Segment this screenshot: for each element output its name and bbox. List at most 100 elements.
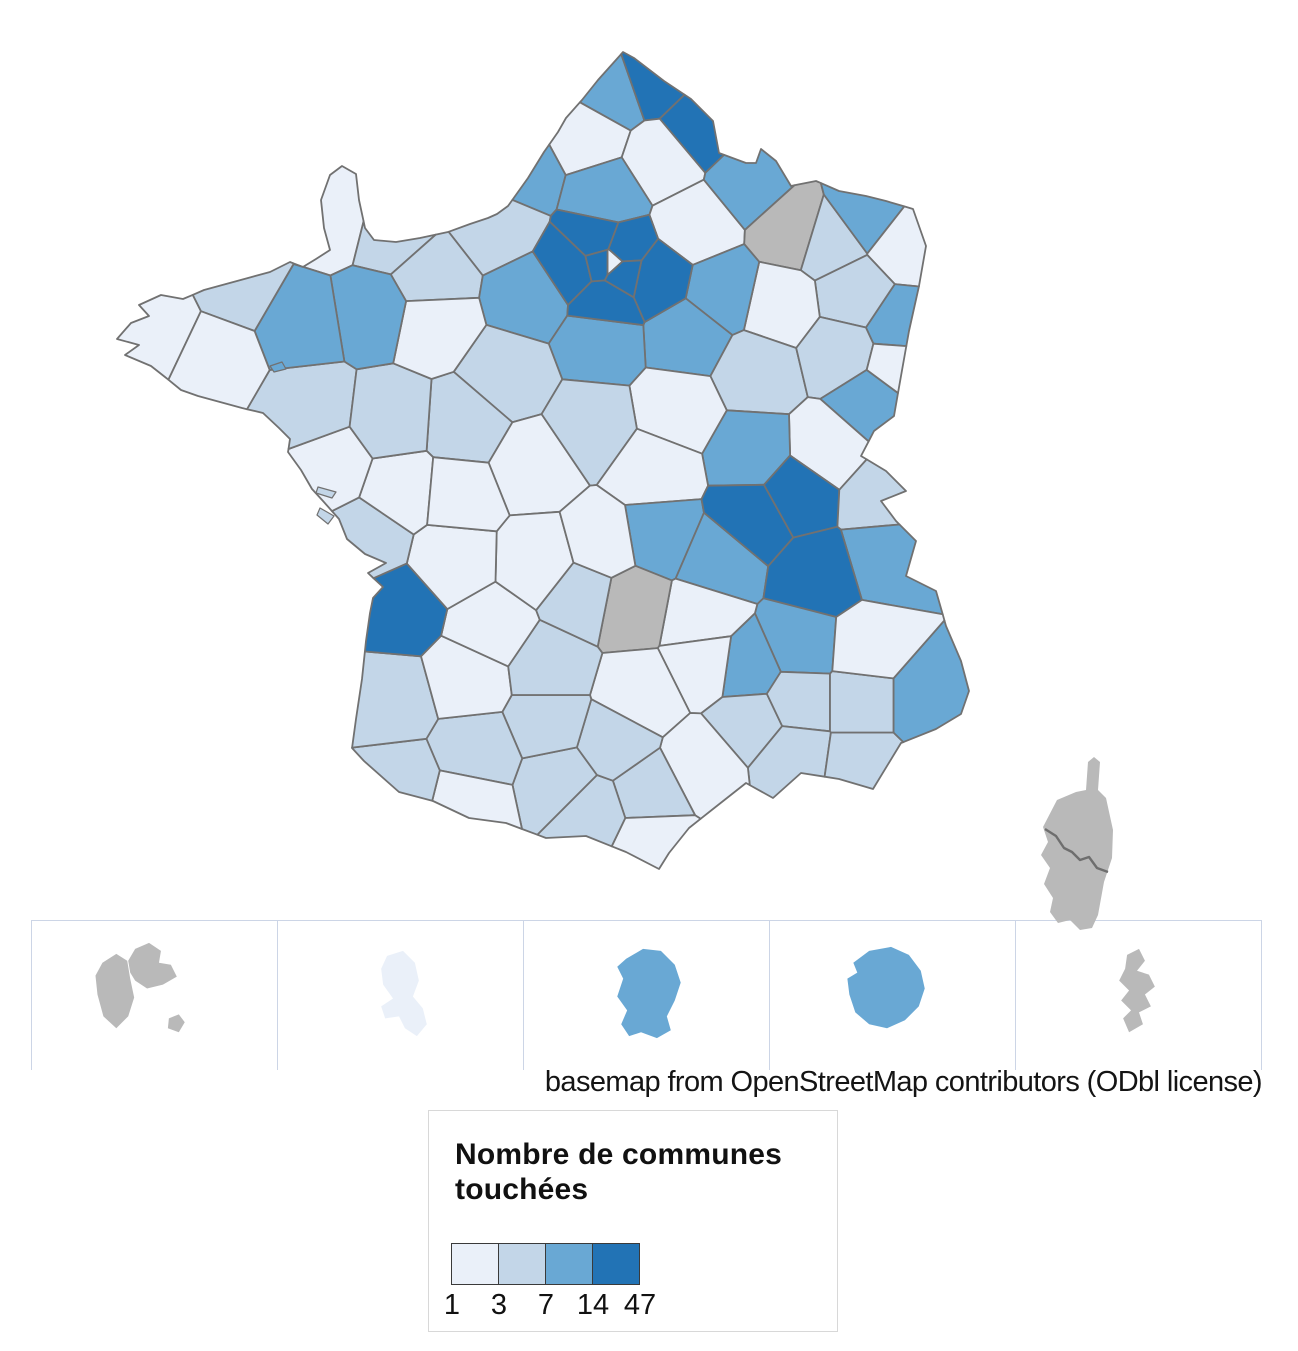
department-region [440, 580, 541, 668]
department-region [589, 647, 692, 739]
department-region [358, 449, 435, 536]
department-region [116, 294, 202, 381]
legend-swatch [593, 1244, 639, 1284]
overseas-territory-shape [1119, 948, 1155, 1033]
department-region [865, 283, 920, 347]
department-region [721, 612, 782, 698]
department-region [351, 650, 440, 749]
corsica-inner-border [1044, 827, 1109, 874]
corsica-region [1041, 757, 1113, 930]
department-region [795, 316, 875, 400]
department-region [700, 692, 784, 769]
inset-reunion-svg [847, 946, 925, 1029]
department-region [405, 524, 498, 610]
inset-mayotte [1015, 920, 1262, 1070]
department-region [253, 263, 346, 371]
department-region [620, 51, 686, 122]
department-region [287, 425, 374, 512]
island-region [315, 486, 337, 499]
department-region [743, 180, 825, 272]
overseas-territory-shape [381, 950, 427, 1037]
department-region [531, 220, 593, 306]
department-region [658, 577, 759, 647]
department-region [392, 296, 488, 380]
department-region [823, 731, 905, 790]
department-region [606, 248, 624, 276]
department-region [431, 769, 523, 830]
department-region [659, 712, 751, 820]
department-region [603, 259, 643, 299]
department-region [829, 670, 895, 734]
overseas-territory-shape [128, 942, 177, 989]
department-region [674, 511, 770, 605]
inset-guadeloupe-svg [95, 942, 185, 1033]
overseas-territory-shape [847, 946, 925, 1029]
department-region [612, 746, 696, 819]
legend-tick: 47 [623, 1289, 657, 1321]
inset-guyane-svg [617, 948, 681, 1039]
department-region [642, 297, 734, 377]
overseas-territory-shape [95, 953, 135, 1029]
basemap-attribution: basemap from OpenStreetMap contributors … [544, 1066, 1263, 1098]
department-region [765, 670, 831, 733]
department-region [329, 264, 407, 371]
department-region [658, 93, 725, 174]
legend-title: Nombre de communes touchées [455, 1138, 783, 1207]
inset-reunion [769, 920, 1016, 1070]
department-region [425, 370, 514, 464]
department-region [831, 599, 946, 680]
department-region [548, 101, 632, 176]
department-region [511, 746, 598, 836]
department-region [331, 496, 415, 580]
department-region [610, 814, 702, 870]
department-region [799, 193, 869, 282]
legend-tick-labels: 1 3 7 14 47 [444, 1289, 712, 1325]
department-region [389, 230, 484, 302]
legend-tick: 14 [576, 1289, 610, 1321]
department-region [579, 53, 646, 132]
department-region [246, 360, 358, 450]
department-region [420, 634, 513, 720]
department-region [348, 362, 433, 460]
department-region [535, 561, 613, 648]
department-region [494, 510, 575, 612]
department-region [648, 178, 746, 266]
department-region [700, 483, 795, 568]
inset-martinique [277, 920, 524, 1070]
department-region [487, 413, 591, 517]
department-region [866, 205, 927, 288]
legend-box: Nombre de communes touchées 1 3 7 14 47 [428, 1110, 838, 1332]
department-region [628, 366, 728, 455]
department-region [836, 458, 907, 531]
department-region [762, 525, 863, 618]
inset-guyane [523, 920, 770, 1070]
department-region [426, 456, 511, 533]
department-region [624, 498, 705, 582]
department-region [684, 243, 761, 336]
department-region [351, 220, 437, 276]
department-region [701, 409, 791, 487]
department-region [167, 310, 271, 411]
department-region [292, 165, 365, 277]
department-region [702, 148, 796, 231]
department-region [507, 618, 604, 696]
inset-mayotte-svg [1119, 948, 1155, 1033]
department-region [501, 694, 593, 760]
department-region [607, 213, 659, 263]
department-region [584, 248, 609, 283]
department-region [763, 454, 841, 539]
legend-swatch [452, 1244, 499, 1284]
department-region [820, 182, 906, 255]
overseas-territory-shape [617, 948, 681, 1039]
department-region [865, 342, 908, 394]
department-region [364, 562, 449, 658]
island-region [269, 361, 287, 373]
department-region [536, 774, 627, 848]
overseas-territory-shape [167, 1014, 185, 1033]
department-region [595, 427, 709, 506]
department-region [452, 324, 564, 424]
department-region [819, 369, 899, 443]
legend-tick: 1 [443, 1289, 461, 1321]
inset-guadeloupe [31, 920, 278, 1070]
